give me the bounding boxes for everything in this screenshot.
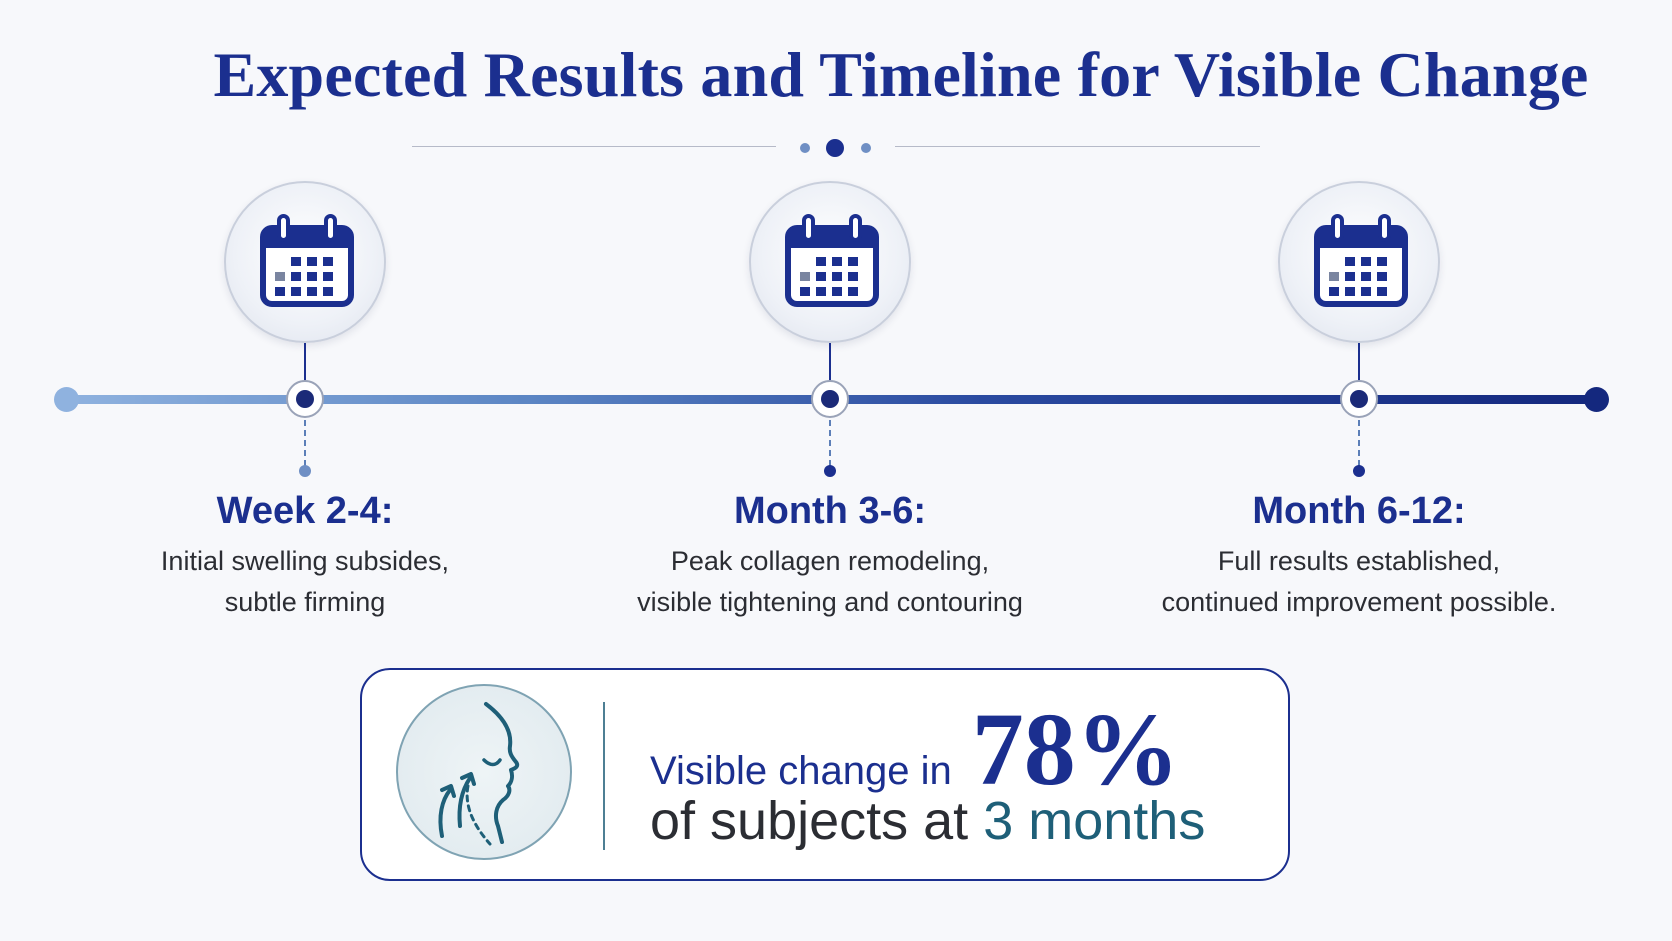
divider-dot-center [826, 139, 844, 157]
stage-1-dash [304, 420, 306, 466]
stage-1-desc-line1: Initial swelling subsides, [160, 546, 450, 576]
stage-2-title: Month 3-6: [733, 490, 927, 532]
stage-2-stem [829, 343, 831, 383]
stage-1-stem [304, 343, 306, 383]
calendar-icon [1314, 214, 1408, 307]
stat-value: 78% [971, 692, 1180, 807]
stage-2-icon-circle [749, 181, 911, 343]
stage-3-node [1340, 380, 1378, 418]
stage-2-dash [829, 420, 831, 466]
title-divider-left [412, 146, 776, 147]
stage-3-stem [1358, 343, 1360, 383]
face-icon-circle [396, 684, 572, 860]
stage-2-dot [824, 465, 836, 477]
stage-3-dash [1358, 420, 1360, 466]
face-lift-icon [438, 702, 520, 846]
page-title: Expected Results and Timeline for Visibl… [213, 39, 1589, 110]
stage-1-dot [299, 465, 311, 477]
divider-dot-small-left [800, 143, 810, 153]
calendar-icon [260, 214, 354, 307]
stage-1-icon-circle [224, 181, 386, 343]
stat-separator [603, 702, 605, 850]
stage-2-node [811, 380, 849, 418]
stage-1-node [286, 380, 324, 418]
stage-3-dot [1353, 465, 1365, 477]
stage-3-desc-line2: continued improvement possible. [1161, 587, 1557, 617]
timeline-end-cap [1584, 387, 1609, 412]
stage-2-desc-line1: Peak collagen remodeling, [670, 546, 990, 576]
stat-prefix: Visible change in [650, 749, 952, 793]
stage-3-desc-line1: Full results established, [1217, 546, 1501, 576]
divider-dot-small-right [861, 143, 871, 153]
stat-line2-highlight: 3 months [983, 791, 1206, 851]
calendar-icon [785, 214, 879, 307]
stat-line-1: Visible change in 78% [650, 690, 1180, 807]
stage-3-title: Month 6-12: [1252, 490, 1466, 532]
stage-1-title: Week 2-4: [216, 490, 394, 532]
stat-line-2: of subjects at 3 months [650, 790, 1205, 852]
stage-3-icon-circle [1278, 181, 1440, 343]
stat-line2-prefix: of subjects at [650, 791, 969, 851]
title-divider-right [895, 146, 1260, 147]
timeline-start-cap [54, 387, 79, 412]
stage-1-desc-line2: subtle firming [224, 587, 386, 617]
stage-2-desc-line2: visible tightening and contouring [637, 587, 1023, 617]
